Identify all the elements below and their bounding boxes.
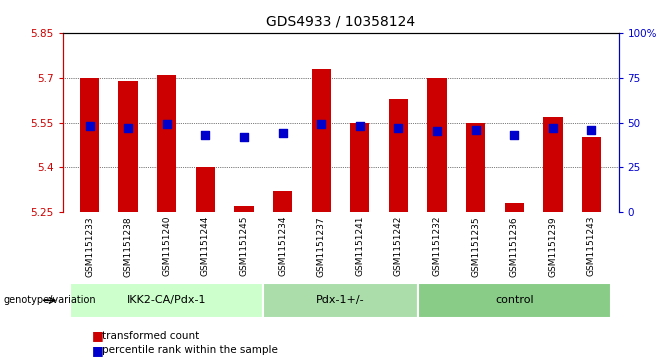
Point [161,121,172,127]
Point [84,123,95,129]
Point [509,132,520,138]
Point [393,125,404,131]
Bar [234,207,253,212]
Text: Pdx-1+/-: Pdx-1+/- [316,295,365,305]
Text: GSM1151234: GSM1151234 [278,216,287,276]
Point [586,127,597,132]
Bar [428,78,447,212]
Text: transformed count: transformed count [102,331,199,341]
Point [547,125,558,131]
Point [123,125,134,131]
Bar [350,123,370,212]
Text: GSM1151232: GSM1151232 [432,216,442,276]
Text: control: control [495,295,534,305]
Bar [466,123,486,212]
Text: GSM1151233: GSM1151233 [85,216,94,277]
Bar [70,283,263,318]
Bar [505,203,524,212]
Text: GSM1151237: GSM1151237 [316,216,326,277]
Bar [389,98,408,212]
Text: GSM1151236: GSM1151236 [510,216,519,277]
Point [470,127,481,132]
Bar [157,74,176,212]
Bar [418,283,611,318]
Bar [544,117,563,212]
Text: percentile rank within the sample: percentile rank within the sample [102,345,278,355]
Text: GSM1151240: GSM1151240 [163,216,171,276]
Text: ■: ■ [92,344,104,357]
Text: GDS4933 / 10358124: GDS4933 / 10358124 [266,15,415,29]
Bar [80,78,99,212]
Text: GSM1151243: GSM1151243 [587,216,596,276]
Text: GSM1151245: GSM1151245 [240,216,249,276]
Point [355,123,365,129]
Bar [582,138,601,212]
Point [239,134,249,140]
Point [316,121,326,127]
Text: GSM1151235: GSM1151235 [471,216,480,277]
Text: GSM1151238: GSM1151238 [124,216,133,277]
Bar [311,69,331,212]
Text: ■: ■ [92,329,104,342]
Text: GSM1151242: GSM1151242 [394,216,403,276]
Bar [263,283,418,318]
Text: GSM1151241: GSM1151241 [355,216,365,276]
Bar [273,191,292,212]
Point [200,132,211,138]
Text: genotype/variation: genotype/variation [3,295,96,305]
Point [432,129,442,134]
Bar [195,167,215,212]
Bar [118,81,138,212]
Text: GSM1151244: GSM1151244 [201,216,210,276]
Text: GSM1151239: GSM1151239 [548,216,557,277]
Text: IKK2-CA/Pdx-1: IKK2-CA/Pdx-1 [127,295,207,305]
Point [277,130,288,136]
